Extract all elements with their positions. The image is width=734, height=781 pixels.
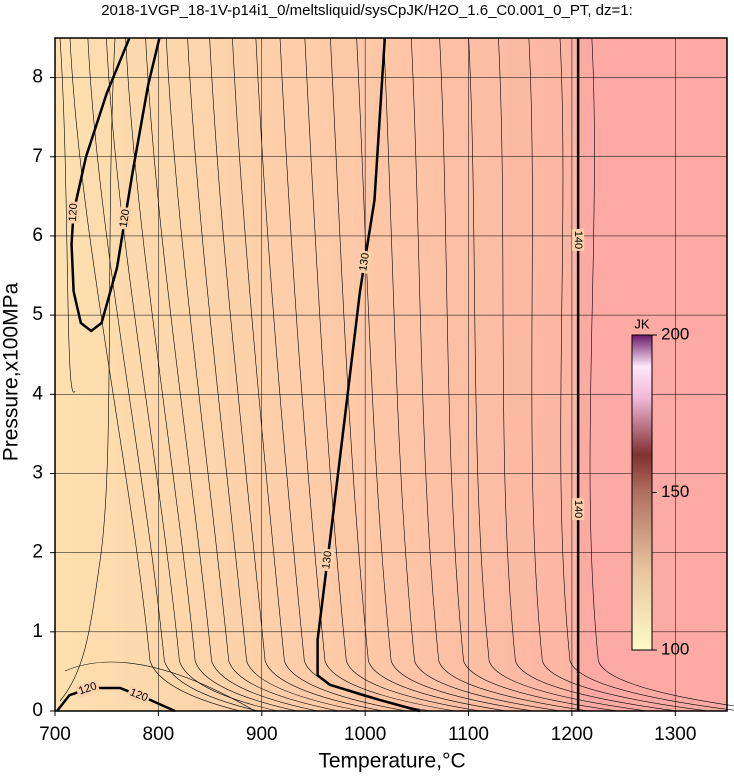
contour-label-bg xyxy=(320,548,335,572)
contour-label: 140 xyxy=(572,231,584,249)
thin-contour xyxy=(439,37,618,712)
thin-contour xyxy=(304,37,481,712)
x-tick-label: 1300 xyxy=(654,724,696,745)
thin-contour xyxy=(59,37,76,393)
thin-contour xyxy=(106,37,278,712)
x-tick-label: 1200 xyxy=(551,724,593,745)
chart-title: 2018-1VGP_18-1V-p14i1_0/meltsliquid/sysC… xyxy=(101,2,633,19)
thin-contour xyxy=(356,37,534,712)
contour-label-group: 140 xyxy=(572,228,585,251)
contour-label: 130 xyxy=(357,252,372,272)
contour-label-bg xyxy=(572,498,585,521)
plot-background xyxy=(578,38,727,711)
y-tick-label: 6 xyxy=(32,225,43,246)
contour-label-bg xyxy=(66,201,81,224)
colorbar xyxy=(631,334,653,651)
thin-contour xyxy=(64,661,256,712)
y-tick-label: 2 xyxy=(32,542,43,563)
colorbar-tick-label: 150 xyxy=(661,482,689,501)
contour-label: 120 xyxy=(77,680,98,697)
x-tick-label: 700 xyxy=(39,724,71,745)
thin-contour xyxy=(232,37,407,712)
contour-label: 120 xyxy=(67,203,80,222)
y-tick-label: 5 xyxy=(32,304,43,325)
thin-contour xyxy=(468,37,648,712)
contour-label-group: 120 xyxy=(75,679,101,699)
y-tick-label: 0 xyxy=(32,700,43,721)
thin-contour xyxy=(125,37,298,712)
y-tick-label: 4 xyxy=(32,383,43,404)
y-tick-label: 1 xyxy=(32,621,43,642)
thin-contour xyxy=(330,37,507,712)
contour-label-bg xyxy=(117,206,133,231)
thin-contour xyxy=(145,37,318,712)
plot-frame xyxy=(54,37,728,712)
thin-contour xyxy=(410,37,589,712)
contour-label-bg xyxy=(356,250,373,274)
thin-contour xyxy=(209,37,384,712)
contour-line xyxy=(316,37,421,713)
thin-contour xyxy=(59,37,116,702)
colorbar-tick-label: 100 xyxy=(661,639,689,658)
x-axis-label: Temperature,°C xyxy=(318,750,465,773)
contour-label-group: 140 xyxy=(572,498,585,521)
y-tick-label: 7 xyxy=(32,146,43,167)
thin-contour xyxy=(589,37,734,707)
contour-label-bg xyxy=(126,685,152,706)
contour-label: 120 xyxy=(118,208,133,228)
thin-contour xyxy=(187,37,361,712)
y-tick-label: 8 xyxy=(32,67,43,88)
x-tick-label: 800 xyxy=(143,724,175,745)
thin-contour xyxy=(528,37,709,712)
y-axis-label: Pressure,x100MPa xyxy=(0,282,23,461)
thin-contour xyxy=(165,37,339,712)
colorbar-label: JK xyxy=(634,316,650,331)
contour-label: 130 xyxy=(320,550,334,570)
thin-contour xyxy=(498,37,678,712)
x-tick-label: 1100 xyxy=(448,724,489,745)
contour-label-group: 130 xyxy=(356,250,373,274)
contour-label-group: 130 xyxy=(320,548,335,572)
contour-line xyxy=(70,37,161,333)
thin-contour xyxy=(87,37,259,712)
contour-label-bg xyxy=(75,679,101,699)
thin-contour xyxy=(383,37,561,712)
contour-label-group: 120 xyxy=(117,206,133,231)
contour-label: 140 xyxy=(572,500,584,518)
y-tick-label: 3 xyxy=(32,462,43,483)
contour-label-group: 120 xyxy=(66,201,81,224)
colorbar-tick-label: 200 xyxy=(661,324,689,343)
contour-line xyxy=(56,686,176,713)
x-tick-label: 1000 xyxy=(344,724,386,745)
x-tick-label: 900 xyxy=(246,724,278,745)
thin-contour xyxy=(559,37,734,711)
contour-label-bg xyxy=(572,228,585,251)
thin-contour xyxy=(279,37,456,712)
